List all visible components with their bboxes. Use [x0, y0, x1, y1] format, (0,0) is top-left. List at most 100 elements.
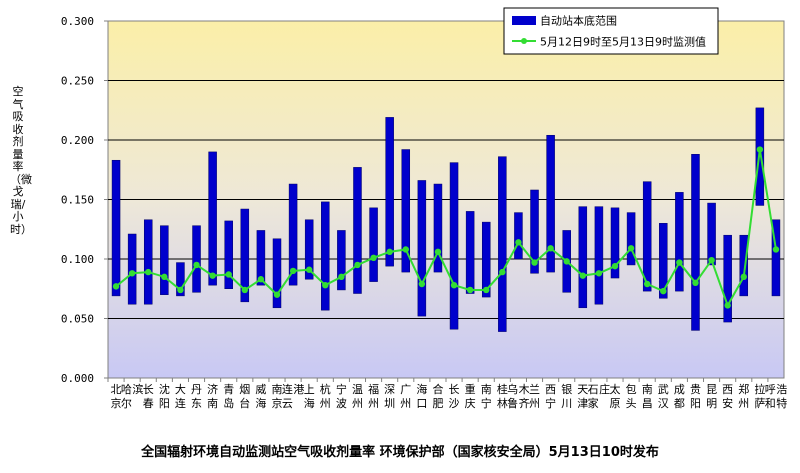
range-bar-长沙	[449, 162, 459, 330]
range-bar-北京	[111, 159, 121, 297]
x-tick-label: 丹东	[191, 383, 202, 410]
x-tick-label: 郑州	[738, 382, 749, 410]
measurement-point-郑州	[740, 273, 747, 281]
measurement-point-宁波	[338, 273, 345, 281]
x-tick-label: 成都	[674, 383, 685, 410]
x-tick-label: 呼和浩特	[765, 383, 788, 410]
range-bar-温州	[353, 167, 362, 294]
measurement-point-长春	[145, 268, 152, 276]
legend-label-range: 自动站本底范围	[540, 14, 617, 28]
range-bar-杭州	[321, 201, 330, 311]
x-tick-label: 长沙	[449, 383, 460, 410]
measurement-point-青岛	[225, 271, 232, 278]
x-tick-label: 兰州	[529, 383, 540, 410]
measurement-point-天津	[579, 272, 587, 279]
x-tick-label: 西宁	[545, 383, 556, 410]
measurement-point-乌鲁木齐	[515, 239, 522, 246]
x-tick-label: 太原	[610, 383, 621, 410]
measurement-point-北京	[112, 283, 120, 290]
range-bar-合肥	[433, 183, 443, 273]
measurement-point-贵阳	[692, 279, 699, 286]
x-tick-label: 石家庄	[588, 382, 611, 410]
measurement-point-呼和浩特	[772, 246, 780, 253]
range-bar-海口	[417, 180, 427, 317]
x-tick-label: 贵阳	[690, 383, 701, 410]
measurement-point-连云港	[289, 267, 297, 275]
x-tick-label: 哈尔滨	[121, 382, 143, 410]
legend-label-line: 5月12日9时至5月13日9时监测值	[540, 36, 706, 49]
x-tick-label: 上海	[304, 383, 315, 410]
measurement-point-西宁	[547, 245, 554, 252]
x-tick-label: 桂林	[497, 382, 508, 410]
range-bar-上海	[304, 219, 314, 280]
y-tick-label: 0.300	[61, 15, 94, 28]
y-tick-labels: 0.000 0.050 0.100 0.150 0.200 0.250 0.300	[61, 15, 94, 385]
x-tick-label: 大连	[175, 382, 186, 410]
x-tick-label: 西安	[722, 383, 733, 410]
measurement-point-上海	[305, 266, 313, 273]
range-bar-宁波	[337, 230, 346, 291]
range-bar-青岛	[224, 220, 233, 289]
measurement-point-武汉	[660, 287, 667, 295]
x-tick-label: 长春	[143, 383, 154, 410]
measurement-point-昆明	[708, 256, 715, 264]
x-tick-label: 杭州	[320, 382, 331, 410]
measurement-point-包头	[627, 245, 635, 252]
measurement-point-丹东	[193, 261, 200, 269]
range-bar-广州	[401, 149, 411, 273]
y-tick-label: 0.000	[61, 372, 94, 385]
range-bar-沈阳	[160, 225, 169, 295]
range-bar-烟台	[240, 208, 250, 303]
range-bar-贵阳	[691, 154, 700, 331]
x-tick-label: 北京	[111, 383, 122, 410]
range-bar-昆明	[707, 202, 716, 266]
range-bar-威海	[256, 230, 266, 286]
x-tick-label: 济南	[207, 382, 218, 410]
x-tick-label: 沈阳	[159, 382, 170, 410]
x-tick-label: 包头	[626, 383, 637, 410]
range-bar-呼和浩特	[771, 219, 781, 297]
measurement-point-大连	[177, 286, 184, 294]
y-tick-label: 0.100	[61, 253, 94, 266]
legend-swatch-marker	[521, 38, 527, 44]
measurement-point-沈阳	[161, 273, 168, 281]
range-bar-南昌	[642, 181, 652, 292]
measurement-point-济南	[209, 272, 216, 279]
measurement-point-南宁	[483, 286, 490, 294]
chart-caption: 全国辐射环境自动监测站空气吸收剂量率 环境保护部（国家核安全局）5月13日10时…	[141, 445, 659, 460]
measurement-line	[112, 146, 780, 309]
x-tick-label: 昆明	[706, 383, 717, 410]
x-tick-label: 温州	[352, 383, 363, 410]
range-bar-西安	[723, 234, 732, 323]
measurement-point-深圳	[386, 248, 393, 256]
range-bar-福州	[369, 207, 378, 282]
measurement-point-兰州	[531, 259, 538, 266]
range-bar-成都	[675, 192, 684, 292]
measurement-point-拉萨	[756, 146, 764, 153]
measurement-point-长沙	[450, 281, 458, 289]
x-tick-label: 广州	[400, 383, 411, 410]
range-bar-武汉	[659, 223, 668, 299]
measurement-point-温州	[354, 261, 361, 269]
x-tick-label: 合肥	[432, 382, 443, 410]
y-tick-label: 0.150	[61, 194, 94, 207]
range-bar-天津	[578, 206, 588, 309]
measurement-point-广州	[402, 246, 409, 253]
x-tick-label: 深圳	[384, 383, 395, 410]
x-tick-label: 乌鲁木齐	[507, 382, 530, 410]
measurement-point-西安	[724, 302, 731, 309]
range-bar-大连	[176, 262, 185, 297]
measurement-point-南京	[273, 291, 281, 298]
x-tick-label: 天津	[577, 383, 588, 410]
measurement-point-烟台	[241, 286, 249, 294]
x-tick-label: 拉萨	[754, 382, 765, 410]
measurement-point-桂林	[499, 268, 506, 276]
x-tick-label: 福州	[368, 382, 379, 410]
x-tick-label: 海口	[416, 382, 427, 410]
y-tick-label: 0.250	[61, 75, 94, 88]
measurement-point-海口	[418, 280, 426, 288]
x-tick-label: 青岛	[223, 383, 234, 410]
range-bar-济南	[208, 151, 217, 286]
y-axis-label: 空气吸收剂量率（微戈瑞/小时）	[10, 85, 32, 236]
